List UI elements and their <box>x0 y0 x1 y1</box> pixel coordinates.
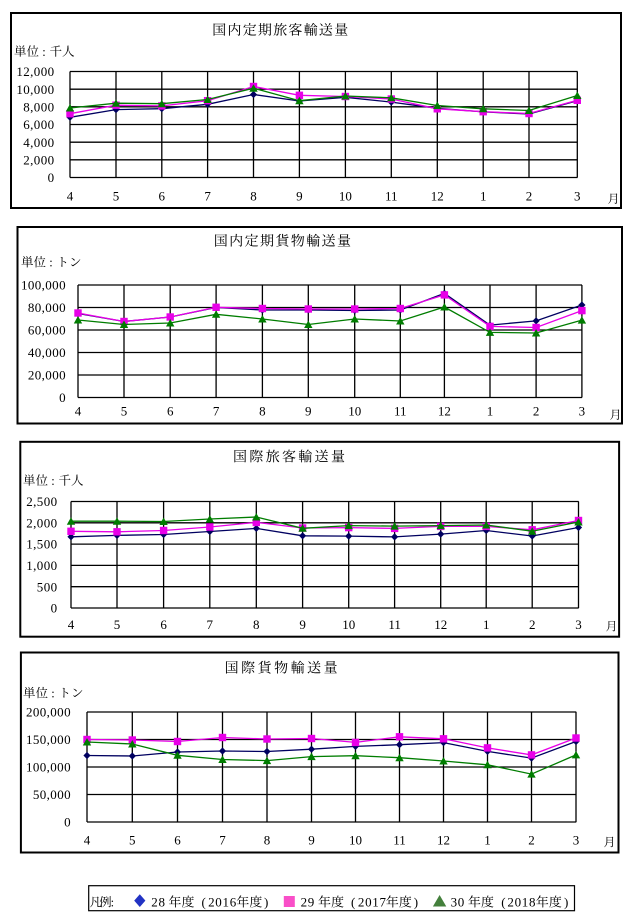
svg-text:6: 6 <box>160 617 167 632</box>
svg-text:8: 8 <box>253 617 260 632</box>
svg-text:200,000: 200,000 <box>26 705 71 720</box>
svg-text:1: 1 <box>484 833 491 848</box>
svg-text:5: 5 <box>121 404 128 419</box>
svg-text:0: 0 <box>51 601 58 616</box>
svg-text:3: 3 <box>574 189 581 204</box>
svg-text:11: 11 <box>388 617 401 632</box>
svg-text:6,000: 6,000 <box>23 117 54 132</box>
svg-text:2,000: 2,000 <box>26 515 57 530</box>
svg-text:150,000: 150,000 <box>26 732 71 747</box>
svg-text:10,000: 10,000 <box>16 82 54 97</box>
svg-text:7: 7 <box>213 404 220 419</box>
svg-text:1: 1 <box>480 189 487 204</box>
svg-text:1,000: 1,000 <box>26 558 57 573</box>
svg-text:2018: 2018 <box>507 895 536 910</box>
svg-text:4: 4 <box>75 404 82 419</box>
svg-text:12,000: 12,000 <box>16 64 54 79</box>
svg-text:0: 0 <box>59 390 66 405</box>
svg-text:9: 9 <box>305 404 312 419</box>
svg-text:5: 5 <box>113 189 120 204</box>
svg-text:8,000: 8,000 <box>23 99 54 114</box>
svg-text:(: ( <box>351 895 355 910</box>
svg-text:4,000: 4,000 <box>23 135 54 150</box>
svg-text:4: 4 <box>68 617 75 632</box>
svg-text:100,000: 100,000 <box>26 760 71 775</box>
svg-text:30: 30 <box>451 895 465 910</box>
svg-text:9: 9 <box>296 189 303 204</box>
svg-text:2016: 2016 <box>208 895 237 910</box>
svg-text:12: 12 <box>434 617 447 632</box>
svg-text:28: 28 <box>151 895 165 910</box>
svg-text:2: 2 <box>529 617 536 632</box>
svg-text:50,000: 50,000 <box>33 787 71 802</box>
svg-text:10: 10 <box>349 833 362 848</box>
svg-text:11: 11 <box>393 833 406 848</box>
svg-text:7: 7 <box>219 833 226 848</box>
svg-text:9: 9 <box>299 617 306 632</box>
svg-text:): ) <box>414 895 418 910</box>
svg-text:6: 6 <box>174 833 181 848</box>
svg-text:0: 0 <box>48 170 55 185</box>
svg-text:8: 8 <box>264 833 271 848</box>
svg-text:3: 3 <box>573 833 580 848</box>
svg-text:10: 10 <box>339 189 352 204</box>
svg-text:8: 8 <box>250 189 257 204</box>
svg-text:10: 10 <box>348 404 361 419</box>
svg-text:2: 2 <box>526 189 533 204</box>
svg-text:12: 12 <box>438 404 451 419</box>
svg-text:2017: 2017 <box>358 895 387 910</box>
svg-text:12: 12 <box>431 189 444 204</box>
svg-text:2: 2 <box>533 404 540 419</box>
svg-text:1: 1 <box>487 404 494 419</box>
svg-text:6: 6 <box>167 404 174 419</box>
svg-text:): ) <box>564 895 568 910</box>
svg-text:3: 3 <box>579 404 586 419</box>
svg-text:2,500: 2,500 <box>26 494 57 509</box>
svg-text:4: 4 <box>84 833 91 848</box>
svg-text:2,000: 2,000 <box>23 152 54 167</box>
svg-text::: : <box>51 686 54 700</box>
svg-text:40,000: 40,000 <box>28 345 66 360</box>
svg-text:0: 0 <box>64 815 71 830</box>
svg-text:7: 7 <box>204 189 211 204</box>
svg-text:29: 29 <box>301 895 315 910</box>
svg-text:100,000: 100,000 <box>21 278 66 293</box>
svg-text::: : <box>42 45 45 59</box>
svg-text::: : <box>49 256 52 270</box>
svg-text:3: 3 <box>575 617 582 632</box>
svg-text:4: 4 <box>67 189 74 204</box>
svg-text:60,000: 60,000 <box>28 323 66 338</box>
svg-text:): ) <box>264 895 268 910</box>
svg-text:11: 11 <box>385 189 398 204</box>
svg-text:11: 11 <box>394 404 407 419</box>
svg-text:7: 7 <box>207 617 214 632</box>
svg-text:6: 6 <box>159 189 166 204</box>
svg-text:12: 12 <box>437 833 450 848</box>
svg-text:8: 8 <box>259 404 266 419</box>
svg-text:1: 1 <box>483 617 490 632</box>
svg-text:500: 500 <box>37 579 58 594</box>
svg-text::: : <box>111 895 114 909</box>
svg-text:10: 10 <box>342 617 355 632</box>
svg-text:(: ( <box>501 895 505 910</box>
svg-text:5: 5 <box>129 833 136 848</box>
svg-text:(: ( <box>202 895 206 910</box>
svg-text:80,000: 80,000 <box>28 300 66 315</box>
svg-text:20,000: 20,000 <box>28 368 66 383</box>
svg-text:9: 9 <box>308 833 315 848</box>
svg-text:1,500: 1,500 <box>26 537 57 552</box>
svg-text:2: 2 <box>528 833 535 848</box>
svg-text:5: 5 <box>114 617 121 632</box>
svg-text::: : <box>51 474 54 488</box>
